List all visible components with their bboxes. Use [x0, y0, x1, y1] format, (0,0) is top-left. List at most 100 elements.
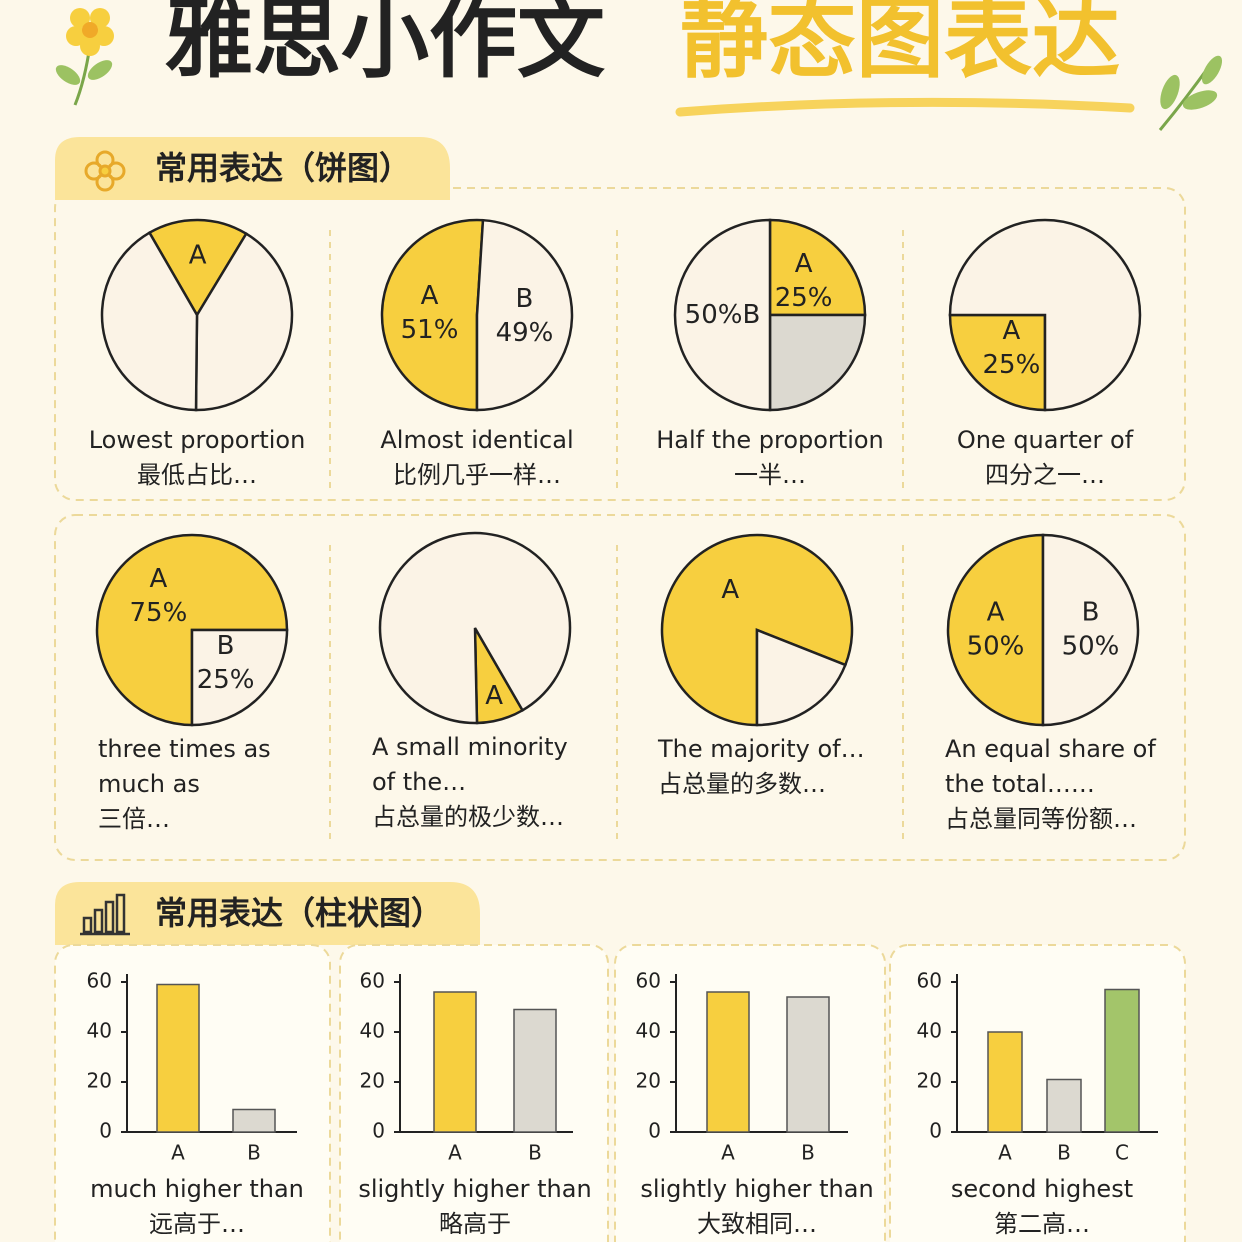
flower-icon: [84, 150, 126, 192]
caption-zh: 三倍…: [98, 805, 170, 833]
bar: [786, 996, 830, 1133]
y-tick-label: 40: [87, 1019, 112, 1043]
caption-zh: 占总量的多数…: [658, 770, 826, 798]
category-label: B: [516, 284, 534, 314]
caption-zh: 占总量同等份额…: [945, 805, 1137, 833]
y-tick-label: 60: [917, 969, 942, 993]
pie-slice: [1041, 533, 1140, 727]
bar: [156, 983, 200, 1133]
y-tick-label: 20: [87, 1069, 112, 1093]
category-label: B: [217, 631, 235, 661]
caption: Almost identical 比例几乎一样…: [337, 423, 617, 493]
flower-decoration: [55, 8, 114, 106]
x-tick-label: B: [247, 1141, 261, 1165]
category-label: A: [721, 575, 739, 605]
x-tick-label: C: [1115, 1141, 1129, 1165]
leaf-decoration: [1158, 55, 1223, 131]
title: 雅思小作文: [165, 0, 605, 90]
caption-en: The majority of…: [658, 735, 865, 763]
category-label: A: [1003, 316, 1021, 346]
caption-zh: 第二高…: [994, 1210, 1090, 1238]
pie-slice: [768, 313, 867, 412]
pie-slice: [147, 218, 248, 318]
caption-en: Half the proportion: [656, 426, 884, 454]
pie-slice: [100, 231, 199, 412]
y-tick-label: 0: [929, 1119, 942, 1143]
pie-slice: [946, 533, 1045, 727]
caption-zh: 四分之一…: [985, 461, 1105, 489]
bar: [513, 1008, 557, 1133]
category-label: A: [189, 241, 207, 271]
caption-en: three times as much as: [98, 735, 271, 798]
caption-zh: 一半…: [734, 461, 806, 489]
value-label: 25%: [197, 665, 255, 695]
caption-zh: 远高于…: [149, 1210, 245, 1238]
pie-slice: [948, 218, 1142, 412]
pie-slice: [948, 313, 1047, 412]
caption-en: An equal share of the total……: [945, 735, 1156, 798]
pie-slice: [755, 628, 847, 727]
caption-en: slightly higher than: [358, 1175, 592, 1203]
y-tick-label: 40: [917, 1019, 942, 1043]
value-label: 50%: [967, 632, 1025, 662]
pie-slice: [475, 218, 574, 412]
y-tick-label: 40: [360, 1019, 385, 1043]
caption: three times as much as 三倍…: [98, 732, 323, 837]
pie-slice: [95, 533, 289, 727]
caption-zh: 大致相同…: [697, 1210, 817, 1238]
section-tab: [55, 882, 480, 945]
caption: slightly higher than 大致相同…: [617, 1172, 897, 1242]
pie-panel: [54, 187, 1186, 501]
caption: A small minority of the… 占总量的极少数…: [372, 730, 597, 835]
y-tick-label: 20: [360, 1069, 385, 1093]
bar: [1046, 1078, 1082, 1133]
bar: [232, 1108, 276, 1133]
pie-slice: [673, 218, 772, 412]
section-title: 常用表达（柱状图）: [155, 894, 443, 932]
pie-label: 50%B: [685, 300, 761, 330]
value-label: 51%: [401, 315, 459, 345]
caption: The majority of… 占总量的多数…: [658, 732, 883, 802]
bar: [433, 991, 477, 1133]
caption-zh: 最低占比…: [137, 461, 257, 489]
caption-en: One quarter of: [956, 426, 1134, 454]
y-tick-label: 20: [636, 1069, 661, 1093]
category-label: B: [742, 300, 760, 330]
caption: Lowest proportion 最低占比…: [57, 423, 337, 493]
category-label: A: [150, 564, 168, 594]
pie-slice: [380, 218, 485, 412]
y-tick-label: 20: [917, 1069, 942, 1093]
value-label: 75%: [130, 598, 188, 628]
value-label: 25%: [983, 350, 1041, 380]
x-tick-label: B: [801, 1141, 815, 1165]
caption-en: A small minority of the…: [372, 733, 568, 796]
separators: [329, 230, 904, 840]
bar: [1104, 988, 1140, 1133]
caption-en: Almost identical: [380, 426, 574, 454]
y-tick-label: 40: [636, 1019, 661, 1043]
caption-en: much higher than: [90, 1175, 304, 1203]
category-label: A: [485, 681, 503, 711]
caption: slightly higher than 略高于: [335, 1172, 615, 1242]
caption: Half the proportion 一半…: [630, 423, 910, 493]
y-tick-label: 0: [372, 1119, 385, 1143]
pie-slice: [378, 531, 572, 725]
caption-en: slightly higher than: [640, 1175, 874, 1203]
caption-en: Lowest proportion: [88, 426, 306, 454]
bar-icon: [80, 893, 130, 936]
pie-slice: [190, 628, 289, 727]
caption: second highest 第二高…: [902, 1172, 1182, 1242]
y-tick-label: 0: [648, 1119, 661, 1143]
bar: [706, 991, 750, 1133]
title-highlight: 静态图表达: [680, 0, 1120, 90]
y-tick-label: 0: [99, 1119, 112, 1143]
value-label: 49%: [496, 318, 554, 348]
caption: much higher than 远高于…: [57, 1172, 337, 1242]
value-label: 25%: [775, 283, 833, 313]
x-tick-label: A: [171, 1141, 185, 1165]
y-tick-label: 60: [636, 969, 661, 993]
value-label: 50%: [685, 300, 743, 330]
x-tick-label: A: [721, 1141, 735, 1165]
caption: One quarter of 四分之一…: [905, 423, 1185, 493]
caption: An equal share of the total…… 占总量同等份额…: [945, 732, 1170, 837]
